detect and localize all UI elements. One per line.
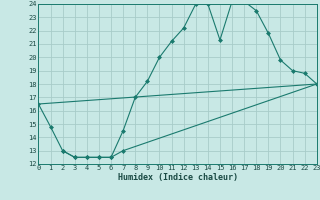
X-axis label: Humidex (Indice chaleur): Humidex (Indice chaleur) [118,173,238,182]
